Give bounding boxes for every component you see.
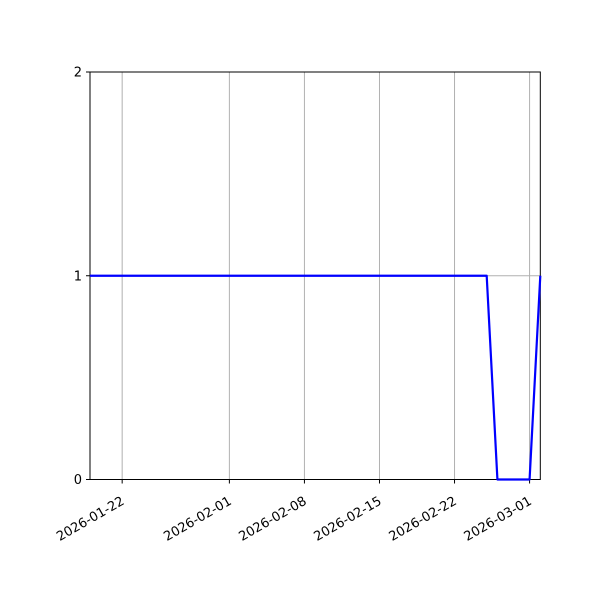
y-tick-label: 2 [74,66,82,81]
x-tick-label: 2026-01-22 [54,494,127,545]
y-tick-label: 1 [74,269,82,284]
x-tick-label: 2026-02-08 [236,494,309,545]
x-tick-label: 2026-03-01 [462,494,535,545]
axis-ticks [86,71,531,484]
x-tick-labels: 2026-01-22 2026-02-01 2026-02-08 2026-02-15… [54,494,534,545]
x-tick-label: 2026-02-01 [161,494,234,545]
x-tick-label: 2026-02-22 [387,494,460,545]
y-tick-label: 0 [74,473,82,488]
y-tick-labels: 0 1 2 [74,66,82,489]
data-line [90,274,542,481]
x-tick-label: 2026-02-15 [312,494,385,545]
data-series [90,274,542,481]
